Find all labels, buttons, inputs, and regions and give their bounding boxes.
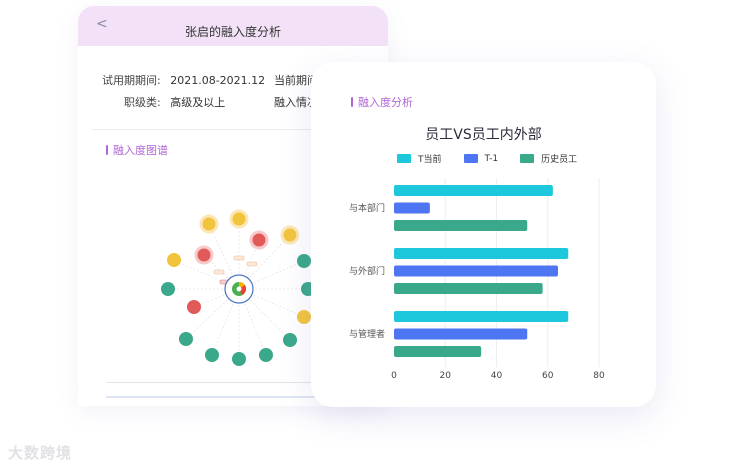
y-category-label: 与管理者 bbox=[349, 328, 385, 340]
relationship-graph bbox=[161, 209, 314, 366]
bar-0-0[interactable] bbox=[394, 185, 553, 196]
timeline-scrubber[interactable] bbox=[106, 382, 322, 404]
section-marker bbox=[106, 145, 108, 155]
bar-2-2[interactable] bbox=[394, 346, 482, 357]
card-section-label: 融入度分析 bbox=[358, 96, 413, 109]
timeline-track bbox=[106, 396, 322, 398]
bar-1-2[interactable] bbox=[394, 283, 543, 294]
x-tick-label: 20 bbox=[440, 371, 452, 381]
bar-1-1[interactable] bbox=[394, 265, 558, 277]
legend-item-current[interactable]: T当前 bbox=[397, 152, 442, 165]
y-category-label: 与外部门 bbox=[349, 265, 385, 277]
level-value: 高级及以上 bbox=[170, 96, 226, 109]
legend-item-history[interactable]: 历史员工 bbox=[520, 152, 577, 165]
bar-2-0[interactable] bbox=[394, 311, 569, 322]
x-tick-label: 60 bbox=[542, 371, 554, 381]
divider bbox=[92, 129, 388, 130]
legend-item-t1[interactable]: T-1 bbox=[463, 152, 499, 165]
analysis-card: 融入度分析 员工VS员工内外部 T当前 T-1 历史员工 0 20 40 60 80 与本… bbox=[311, 62, 656, 407]
bar-2-1[interactable] bbox=[394, 328, 528, 340]
chart-title: 员工VS员工内外部 bbox=[425, 127, 542, 143]
graph-section-label: 融入度图谱 bbox=[113, 144, 168, 157]
page-title: 张启的融入度分析 bbox=[184, 25, 281, 39]
chart-legend: T当前 T-1 历史员工 bbox=[397, 152, 577, 165]
watermark: 大数跨境 bbox=[8, 444, 73, 462]
trial-period-label: 试用期期间: bbox=[102, 74, 161, 87]
chevron-left-icon[interactable]: < bbox=[96, 16, 108, 32]
integration-label: 融入情况 bbox=[274, 96, 318, 109]
bar-1-0[interactable] bbox=[394, 248, 569, 259]
x-tick-label: 40 bbox=[491, 371, 503, 381]
level-row: 职级类: 高级及以上 bbox=[124, 94, 225, 110]
graph-section-title: 融入度图谱 bbox=[106, 142, 168, 158]
x-tick-label: 80 bbox=[593, 371, 605, 381]
trial-period-value: 2021.08-2021.12 bbox=[170, 74, 266, 87]
legend-swatch bbox=[520, 154, 535, 163]
legend-label: 历史员工 bbox=[541, 155, 578, 165]
level-label: 职级类: bbox=[124, 96, 161, 109]
legend-swatch bbox=[397, 154, 411, 163]
y-category-label: 与本部门 bbox=[349, 202, 385, 214]
bar-0-1[interactable] bbox=[394, 202, 430, 214]
legend-label: T-1 bbox=[484, 153, 499, 164]
card-section-title: 融入度分析 bbox=[351, 94, 413, 110]
legend-swatch bbox=[463, 154, 478, 163]
x-tick-label: 0 bbox=[391, 371, 397, 381]
bar-0-2[interactable] bbox=[394, 220, 528, 231]
trial-period-row: 试用期期间: 2021.08-2021.12 bbox=[102, 72, 265, 88]
panel-header: < 张启的融入度分析 bbox=[78, 6, 388, 46]
legend-label: T当前 bbox=[418, 155, 442, 165]
section-marker bbox=[351, 97, 353, 107]
current-period-label: 当前期间 bbox=[274, 74, 318, 87]
